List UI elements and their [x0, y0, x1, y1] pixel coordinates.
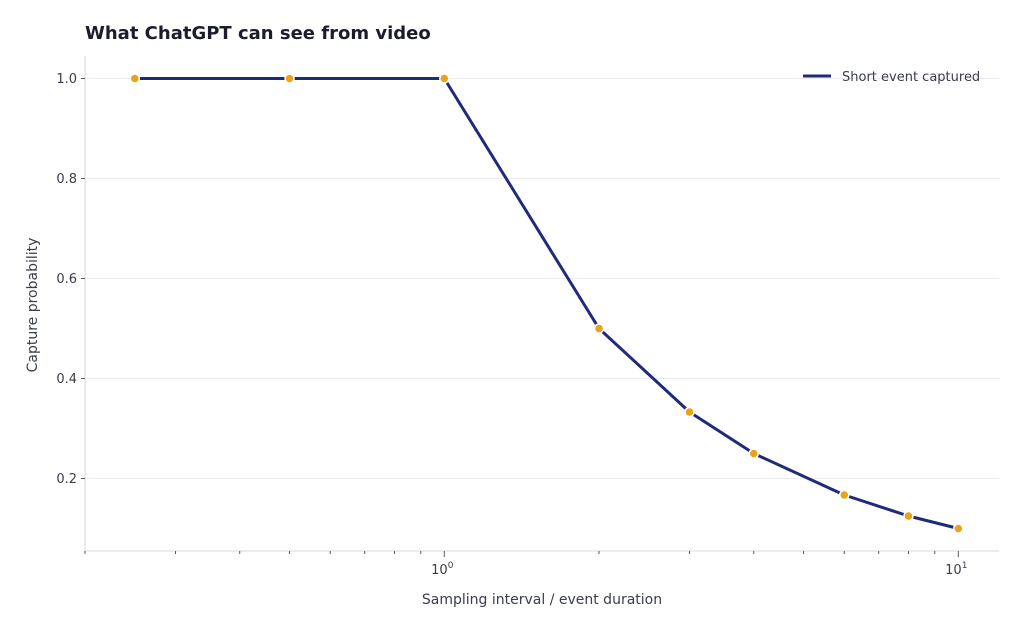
y-tick-label: 0.6 — [56, 272, 77, 287]
x-axis-ticks: 100 101 — [84, 551, 967, 578]
data-point — [129, 73, 141, 84]
data-point — [953, 523, 964, 534]
data-point — [684, 406, 695, 418]
x-tick-label: 100 — [431, 561, 454, 578]
chart-title: What ChatGPT can see from video — [85, 23, 431, 44]
axes — [84, 56, 999, 552]
legend-label: Short event captured — [842, 70, 980, 85]
data-point — [903, 510, 914, 522]
y-tick-label: 0.4 — [56, 372, 77, 387]
series — [129, 73, 964, 534]
legend: Short event captured — [803, 70, 980, 85]
y-tick-label: 0.8 — [56, 172, 77, 187]
data-point — [439, 73, 450, 84]
grid — [85, 78, 999, 479]
x-tick-label: 101 — [945, 561, 967, 578]
series-line — [133, 77, 960, 530]
x-axis-label: Sampling interval / event duration — [422, 592, 662, 608]
data-point — [284, 73, 295, 84]
data-point — [839, 489, 850, 501]
y-tick-label: 1.0 — [56, 72, 77, 87]
y-axis-ticks: 0.2 0.4 0.6 0.8 1.0 — [56, 72, 85, 487]
y-axis-label: Capture probability — [25, 238, 41, 373]
y-tick-label: 0.2 — [56, 472, 77, 487]
data-point — [593, 323, 605, 334]
data-point — [748, 448, 760, 459]
